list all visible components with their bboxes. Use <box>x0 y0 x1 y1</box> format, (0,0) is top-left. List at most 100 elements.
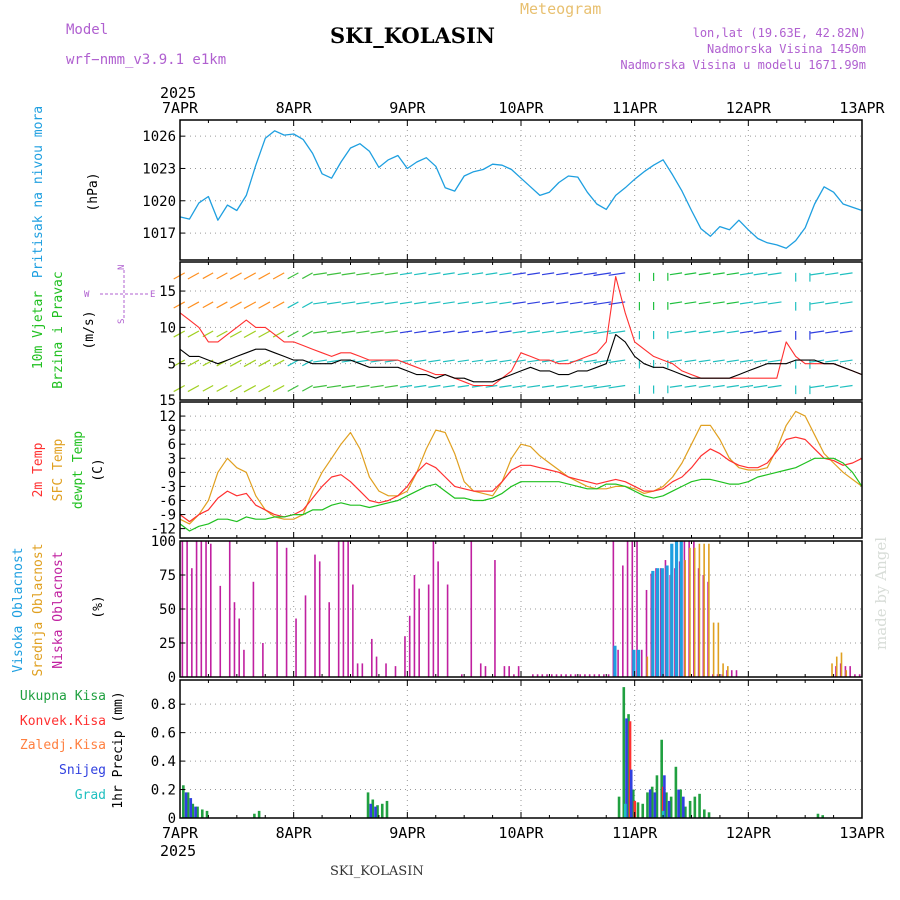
wind-barb <box>712 384 725 388</box>
wind-barb <box>457 384 469 388</box>
wind-barb <box>556 272 569 276</box>
precip-snow-bar <box>374 806 377 818</box>
wind-gust-line <box>179 275 863 387</box>
wind-barb <box>187 359 200 367</box>
cloud-low-bar <box>304 595 307 677</box>
cloud-tick-label: 100 <box>151 534 176 550</box>
wind-barb <box>287 330 299 338</box>
wind-barb <box>767 301 782 305</box>
wind-barb <box>428 384 441 388</box>
precip-total-bar <box>380 803 384 818</box>
wind-barb <box>839 384 853 388</box>
station-title: SKI_KOLASIN <box>330 23 495 48</box>
day-label-top: 8APR <box>276 99 313 117</box>
pressure-tick-label: 1017 <box>142 226 176 242</box>
wind-barb <box>414 384 427 388</box>
temp-tick-label: 3 <box>168 451 176 467</box>
precip-total-bar <box>703 809 706 818</box>
wind-barb <box>541 330 555 334</box>
wind-barb <box>356 384 370 389</box>
precip-tick-label: 0.2 <box>151 783 176 799</box>
cloud-low-bar <box>228 541 231 677</box>
temp-sfc-line <box>179 410 863 525</box>
wind-barb <box>767 384 782 389</box>
cloud-low-bar <box>243 649 245 677</box>
wind-barb <box>229 272 242 280</box>
cloud-unit: (%) <box>91 595 106 618</box>
wind-barbs <box>173 272 853 395</box>
precip-legend-snow: Snijeg <box>59 763 106 778</box>
year-bottom: 2025 <box>160 842 196 860</box>
cloud-low-bar <box>427 584 430 677</box>
wind-barb <box>512 330 526 334</box>
wind-barb <box>684 384 697 388</box>
model-name: wrf−nmm_v3.9.1 e1km <box>66 52 226 68</box>
cloud-low-bar <box>479 663 482 677</box>
wind-barb <box>684 272 697 276</box>
wind-barb <box>839 330 853 334</box>
wind-barb <box>428 272 441 276</box>
wind-ylabel-2: Brzina i Pravac <box>51 271 66 388</box>
wind-barb <box>726 384 739 388</box>
wind-barb <box>825 384 839 389</box>
wind-barb <box>541 359 555 363</box>
wind-barb <box>442 384 455 388</box>
cloud-high-bar <box>613 645 617 677</box>
precip-total-bar <box>205 810 209 818</box>
cloud-low-bar <box>342 541 345 677</box>
wind-barb <box>341 330 356 334</box>
wind-barb <box>726 330 739 334</box>
wind-barb <box>499 359 512 363</box>
temp-dew-label: dewpt Temp <box>71 431 86 509</box>
precip-total-bar <box>631 789 635 818</box>
cloud-low-bar <box>295 618 297 677</box>
model-label: Model <box>66 22 108 38</box>
precip-total-bar <box>655 775 659 818</box>
dewpoint-line <box>179 457 863 532</box>
wind-barb <box>216 301 228 309</box>
day-label-top: 12APR <box>726 99 772 117</box>
cloud-low-bar <box>437 561 439 677</box>
day-label-bottom: 13APR <box>839 824 885 842</box>
wind-barb <box>583 384 597 389</box>
wind-barb <box>457 359 469 363</box>
wind-barb <box>527 272 541 276</box>
cloud-low-bar <box>569 674 572 677</box>
wind-barb <box>753 384 768 389</box>
day-label-top: 9APR <box>389 99 426 117</box>
cloud-high-bar <box>670 543 674 677</box>
precip-total-bar <box>821 815 825 818</box>
wind-barb <box>583 301 597 305</box>
cloud-mid-bar <box>708 543 710 677</box>
wind-barb <box>216 272 228 280</box>
precip-total-bar <box>650 786 654 818</box>
wind-barb <box>527 330 541 334</box>
cloud-low-bar <box>191 568 193 677</box>
cloud-high-bar <box>632 649 636 677</box>
cloud-high-bar <box>665 565 669 677</box>
pressure-line <box>179 130 863 249</box>
precip-total-bar <box>627 714 630 818</box>
cloud-low-bar <box>735 670 738 677</box>
wind-barb <box>583 330 597 334</box>
model-altitude-text: Nadmorska Visina u modelu 1671.99m <box>620 58 866 72</box>
wind-barb <box>428 359 441 363</box>
cloud-low-bar <box>352 584 354 677</box>
wind-barb <box>313 359 327 363</box>
wind-barb <box>287 301 299 309</box>
wind-tick-label: 15 <box>159 393 176 409</box>
cloud-low-bar <box>314 554 316 677</box>
wind-barb <box>258 330 271 338</box>
wind-barb <box>243 359 257 368</box>
wind-barb <box>593 359 612 364</box>
wind-barb <box>341 384 356 389</box>
wind-barb <box>384 384 398 389</box>
wind-barb <box>370 384 384 389</box>
wind-barb <box>202 301 214 309</box>
wind-barb <box>593 272 612 277</box>
wind-compass-icon: N W E S <box>84 265 155 324</box>
cloud-low-bar <box>541 674 544 677</box>
precip-total-bar <box>688 800 692 818</box>
wind-barb <box>414 272 427 276</box>
temp-tick-label: 9 <box>168 423 176 439</box>
